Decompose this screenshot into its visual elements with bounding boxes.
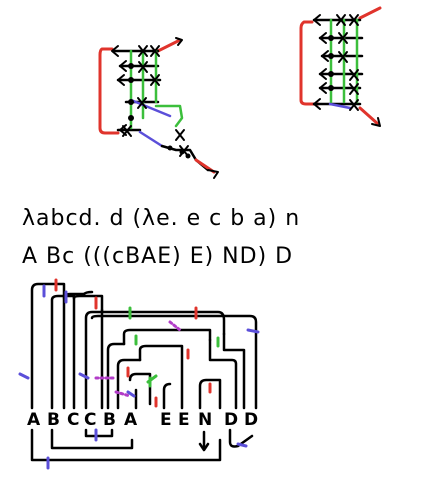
term-letter: B bbox=[103, 410, 116, 430]
arrowheads-left bbox=[111, 45, 127, 136]
term-letter: A bbox=[27, 410, 41, 430]
red-exit-bottom-right bbox=[358, 106, 380, 126]
application-term-text: A Bc (((cBAE) E) ND) D bbox=[22, 244, 293, 269]
green-bend bbox=[154, 104, 184, 128]
grid-diagram-left bbox=[98, 37, 219, 179]
blue-segment-right bbox=[328, 102, 352, 110]
term-letter: C bbox=[84, 410, 96, 430]
term-letters-row: A B C C B A E E N D D bbox=[27, 410, 258, 430]
cross-marks-left bbox=[122, 45, 189, 157]
tick-marks bbox=[18, 278, 260, 470]
grid-diagram-right bbox=[299, 6, 382, 127]
nodes-left bbox=[128, 63, 191, 159]
term-letter: C bbox=[67, 410, 79, 430]
blue-segment-a bbox=[129, 98, 172, 118]
red-loop-right bbox=[299, 20, 320, 106]
term-letter: A bbox=[124, 410, 138, 430]
term-letter: E bbox=[160, 410, 172, 430]
red-loop-left bbox=[98, 47, 120, 135]
term-letter: D bbox=[244, 410, 258, 430]
term-letter: N bbox=[198, 410, 212, 430]
nested-diagram bbox=[30, 282, 258, 462]
term-letter: E bbox=[178, 410, 190, 430]
blue-segment-b bbox=[138, 130, 164, 148]
term-letter: B bbox=[47, 410, 60, 430]
red-exit-top bbox=[156, 38, 182, 53]
red-exit-top-right bbox=[358, 6, 382, 20]
term-letter: D bbox=[224, 410, 238, 430]
lambda-term-text: λabcd. d (λe. e c b a) n bbox=[22, 206, 300, 231]
